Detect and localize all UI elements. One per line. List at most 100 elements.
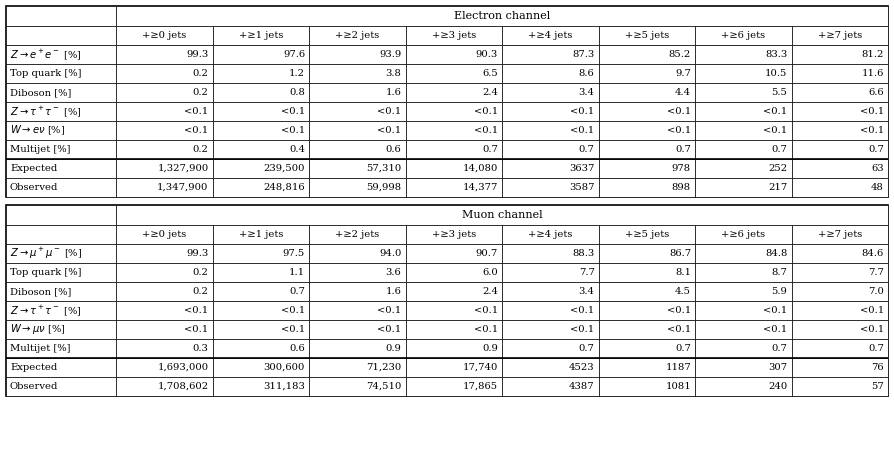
Text: <0.1: <0.1 — [570, 306, 595, 315]
Bar — [502, 358, 598, 377]
Bar — [116, 140, 213, 159]
Text: 3.4: 3.4 — [578, 287, 595, 296]
Bar — [406, 178, 502, 197]
Bar — [6, 377, 116, 396]
Text: 6.6: 6.6 — [868, 88, 884, 97]
Bar — [695, 121, 791, 140]
Text: +≥0 jets: +≥0 jets — [142, 230, 186, 239]
Text: 99.3: 99.3 — [186, 249, 208, 258]
Text: 0.7: 0.7 — [578, 344, 595, 353]
Text: 0.2: 0.2 — [192, 145, 208, 154]
Bar — [213, 358, 309, 377]
Bar — [6, 26, 116, 45]
Bar — [6, 45, 116, 64]
Text: 84.8: 84.8 — [765, 249, 788, 258]
Text: $Z \rightarrow \mu^+\mu^-$ [%]: $Z \rightarrow \mu^+\mu^-$ [%] — [10, 246, 82, 261]
Bar — [116, 244, 213, 263]
Text: Top quark [%]: Top quark [%] — [10, 268, 81, 277]
Bar — [791, 64, 888, 83]
Text: 0.7: 0.7 — [868, 344, 884, 353]
Text: <0.1: <0.1 — [184, 306, 208, 315]
Text: 85.2: 85.2 — [669, 50, 691, 59]
Bar — [116, 26, 213, 45]
Bar — [502, 83, 598, 102]
Bar — [309, 159, 406, 178]
Text: 978: 978 — [672, 164, 691, 173]
Text: 248,816: 248,816 — [264, 183, 305, 192]
Bar — [502, 26, 598, 45]
Text: 239,500: 239,500 — [264, 164, 305, 173]
Bar — [695, 301, 791, 320]
Text: <0.1: <0.1 — [184, 126, 208, 135]
Text: 0.2: 0.2 — [192, 69, 208, 78]
Bar — [116, 121, 213, 140]
Bar — [309, 282, 406, 301]
Bar — [406, 26, 502, 45]
Bar — [6, 263, 116, 282]
Text: 217: 217 — [768, 183, 788, 192]
Bar — [309, 140, 406, 159]
Text: 48: 48 — [871, 183, 884, 192]
Text: 3.8: 3.8 — [385, 69, 401, 78]
Bar — [116, 159, 213, 178]
Bar — [6, 282, 116, 301]
Text: 17,740: 17,740 — [462, 363, 498, 372]
Bar — [116, 6, 888, 26]
Text: 0.7: 0.7 — [772, 344, 788, 353]
Bar — [502, 225, 598, 244]
Text: <0.1: <0.1 — [860, 107, 884, 116]
Bar — [6, 121, 116, 140]
Text: 7.7: 7.7 — [868, 268, 884, 277]
Bar — [598, 178, 695, 197]
Text: 4.5: 4.5 — [675, 287, 691, 296]
Text: +≥1 jets: +≥1 jets — [239, 230, 283, 239]
Text: <0.1: <0.1 — [184, 325, 208, 334]
Bar — [502, 377, 598, 396]
Bar — [598, 159, 695, 178]
Text: 97.6: 97.6 — [283, 50, 305, 59]
Text: 6.5: 6.5 — [482, 69, 498, 78]
Text: 87.3: 87.3 — [572, 50, 595, 59]
Bar — [213, 64, 309, 83]
Text: <0.1: <0.1 — [570, 107, 595, 116]
Bar — [6, 83, 116, 102]
Bar — [791, 178, 888, 197]
Bar — [116, 263, 213, 282]
Text: 57: 57 — [872, 382, 884, 391]
Text: +≥0 jets: +≥0 jets — [142, 31, 186, 40]
Text: Diboson [%]: Diboson [%] — [10, 287, 72, 296]
Bar — [406, 339, 502, 358]
Text: 1,693,000: 1,693,000 — [157, 363, 208, 372]
Text: +≥3 jets: +≥3 jets — [432, 230, 476, 239]
Text: 240: 240 — [768, 382, 788, 391]
Bar — [309, 320, 406, 339]
Text: +≥5 jets: +≥5 jets — [625, 230, 669, 239]
Bar — [406, 244, 502, 263]
Text: 57,310: 57,310 — [367, 164, 401, 173]
Text: <0.1: <0.1 — [474, 107, 498, 116]
Text: 86.7: 86.7 — [669, 249, 691, 258]
Bar — [6, 64, 116, 83]
Bar — [791, 45, 888, 64]
Bar — [213, 45, 309, 64]
Bar — [116, 205, 888, 225]
Bar — [502, 140, 598, 159]
Bar — [502, 339, 598, 358]
Text: 1081: 1081 — [665, 382, 691, 391]
Bar — [695, 102, 791, 121]
Bar — [213, 121, 309, 140]
Text: 0.7: 0.7 — [675, 145, 691, 154]
Text: $W \rightarrow e\nu$ [%]: $W \rightarrow e\nu$ [%] — [10, 124, 65, 137]
Bar — [791, 159, 888, 178]
Bar — [406, 121, 502, 140]
Bar — [598, 263, 695, 282]
Text: +≥6 jets: +≥6 jets — [721, 31, 765, 40]
Bar — [791, 140, 888, 159]
Bar — [502, 159, 598, 178]
Text: <0.1: <0.1 — [763, 325, 788, 334]
Text: <0.1: <0.1 — [474, 325, 498, 334]
Bar — [213, 102, 309, 121]
Text: <0.1: <0.1 — [184, 107, 208, 116]
Bar — [791, 263, 888, 282]
Bar — [695, 140, 791, 159]
